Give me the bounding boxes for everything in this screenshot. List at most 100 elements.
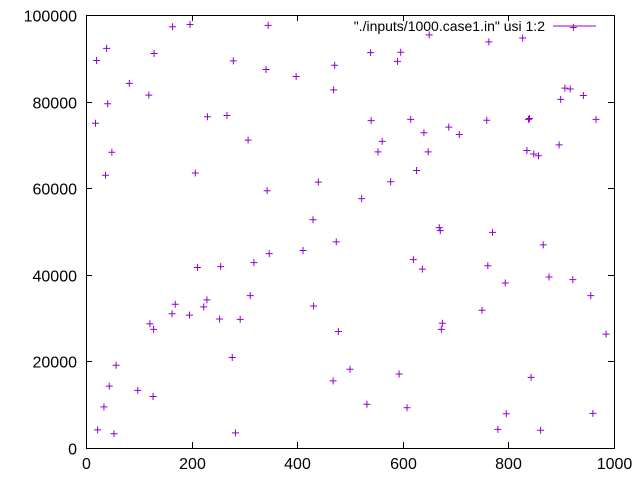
data-point <box>378 137 386 145</box>
data-point <box>203 113 211 121</box>
data-point <box>200 303 208 311</box>
data-point <box>244 136 252 144</box>
data-point <box>539 241 547 249</box>
data-point <box>94 426 102 434</box>
y-tick-label: 40000 <box>33 269 78 286</box>
legend-entry-label: "./inputs/1000.case1.in" usi 1:2 <box>354 18 545 34</box>
data-point <box>263 187 271 195</box>
data-point <box>150 50 158 58</box>
data-point <box>589 409 597 417</box>
data-point <box>579 92 587 100</box>
data-point <box>397 48 405 56</box>
data-point <box>250 259 258 267</box>
data-point <box>216 315 224 323</box>
data-point <box>534 152 542 160</box>
axis-tick-labels: 0 200 400 600 800 1000 0 20000 40000 60000 80000 10… <box>24 9 633 474</box>
data-point <box>223 111 231 119</box>
data-point <box>561 84 569 92</box>
legend: "./inputs/1000.case1.in" usi 1:2 <box>354 18 596 34</box>
data-point <box>92 119 100 127</box>
data-point <box>489 228 497 236</box>
data-point <box>409 256 417 264</box>
data-point <box>171 300 179 308</box>
data-point <box>526 114 534 122</box>
data-point <box>265 250 273 258</box>
data-point <box>104 100 112 108</box>
data-point <box>435 224 443 232</box>
data-point <box>484 262 492 270</box>
x-tick-label: 400 <box>284 456 311 473</box>
data-point <box>424 148 432 156</box>
data-point <box>185 311 193 319</box>
axis-ticks <box>86 15 615 449</box>
data-point <box>587 292 595 300</box>
data-point <box>228 354 236 362</box>
y-tick-label: 80000 <box>33 96 78 113</box>
data-point <box>485 38 493 46</box>
x-tick-label: 1000 <box>597 456 633 473</box>
data-point <box>367 49 375 57</box>
data-point <box>501 279 509 287</box>
data-point <box>310 302 318 310</box>
data-point <box>395 370 403 378</box>
data-point <box>527 373 535 381</box>
data-point <box>407 115 415 123</box>
data-point <box>555 141 563 149</box>
y-tick-label: 0 <box>68 442 77 459</box>
data-point <box>169 23 177 31</box>
data-point <box>346 365 354 373</box>
data-point <box>445 123 453 131</box>
data-point <box>93 56 101 64</box>
data-point <box>374 148 382 156</box>
x-tick-label: 800 <box>495 456 522 473</box>
y-tick-label: 100000 <box>24 9 77 26</box>
data-point <box>524 115 532 123</box>
y-tick-label: 60000 <box>33 182 78 199</box>
data-point <box>394 57 402 65</box>
x-tick-label: 600 <box>390 456 417 473</box>
data-point <box>455 131 463 139</box>
data-point <box>150 325 158 333</box>
data-point <box>314 178 322 186</box>
data-point <box>530 150 538 158</box>
data-point <box>418 265 426 273</box>
data-point <box>413 166 421 174</box>
data-point <box>425 31 433 39</box>
x-tick-label: 200 <box>179 456 206 473</box>
data-point <box>112 361 120 369</box>
data-point <box>309 216 317 224</box>
data-point <box>168 310 176 318</box>
data-point <box>494 425 502 433</box>
data-point <box>149 392 157 400</box>
data-point <box>191 169 199 177</box>
data-point <box>334 328 342 336</box>
data-point <box>186 21 194 29</box>
data-point <box>203 296 211 304</box>
scatter-points <box>92 21 610 438</box>
data-point <box>557 95 565 103</box>
data-point <box>478 306 486 314</box>
data-point <box>236 315 244 323</box>
data-point <box>330 86 338 94</box>
data-point <box>146 320 154 328</box>
data-point <box>108 148 116 156</box>
data-point <box>592 115 600 123</box>
data-point <box>100 403 108 411</box>
data-point <box>403 404 411 412</box>
data-point <box>110 430 118 438</box>
data-point <box>246 292 254 300</box>
data-point <box>262 66 270 74</box>
data-point <box>483 116 491 124</box>
data-point <box>229 57 237 65</box>
data-point <box>437 325 445 333</box>
data-point <box>436 227 444 235</box>
data-point <box>523 147 531 155</box>
x-tick-label: 0 <box>82 456 91 473</box>
data-point <box>519 34 527 42</box>
data-point <box>502 410 510 418</box>
data-point <box>193 263 201 271</box>
data-point <box>537 426 545 434</box>
data-point <box>387 178 395 186</box>
data-point <box>420 129 428 137</box>
